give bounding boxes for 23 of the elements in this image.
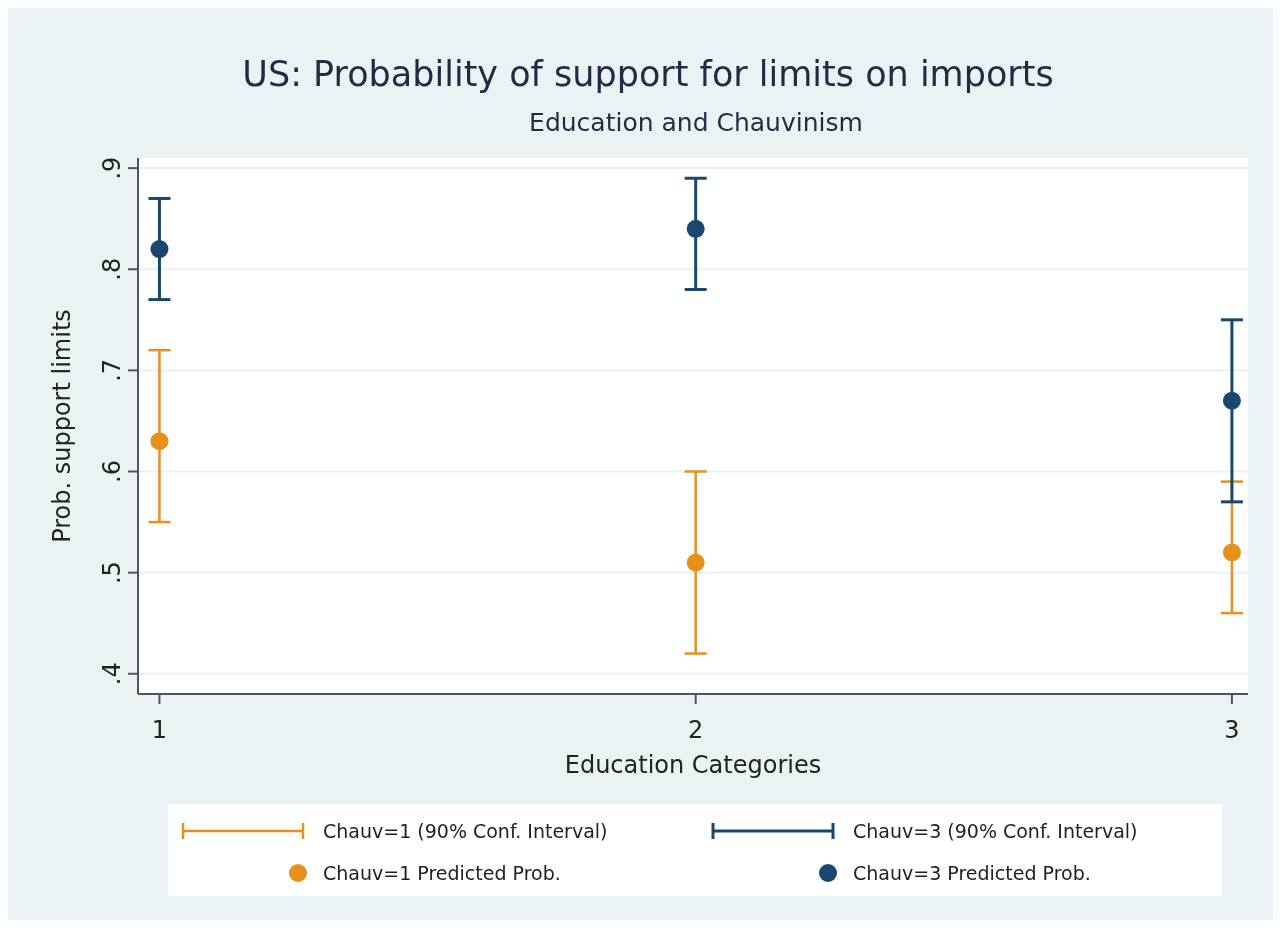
y-tick-label: .9 bbox=[98, 156, 126, 180]
text: Chauv=3 (90% Conf. Interval) bbox=[853, 820, 1138, 842]
point bbox=[150, 240, 169, 259]
y-tick-label: .5 bbox=[98, 561, 126, 585]
point bbox=[1222, 543, 1241, 562]
point bbox=[150, 432, 169, 451]
y-tick-label: .8 bbox=[98, 257, 126, 281]
chart-subtitle: Education and Chauvinism bbox=[529, 108, 863, 137]
chart-title: US: Probability of support for limits on imports bbox=[242, 54, 1054, 94]
legend-label: Chauv=3 Predicted Prob. bbox=[853, 862, 1091, 884]
x-axis-title: Education Categories bbox=[564, 751, 822, 779]
y-axis-title: Prob. support limits bbox=[48, 309, 76, 543]
text: Chauv=1 (90% Conf. Interval) bbox=[323, 820, 608, 842]
x-tick-label: 2 bbox=[688, 716, 704, 744]
point bbox=[1222, 391, 1241, 410]
point bbox=[686, 219, 705, 238]
x-tick-label: 3 bbox=[1224, 716, 1240, 744]
legend-label: Chauv=1 Predicted Prob. bbox=[323, 862, 561, 884]
x-tick-label: 1 bbox=[151, 716, 168, 744]
y-tick-label: .7 bbox=[98, 358, 126, 382]
point bbox=[686, 553, 705, 572]
y-tick-label: .4 bbox=[98, 662, 126, 686]
y-tick-label: .6 bbox=[98, 460, 126, 483]
